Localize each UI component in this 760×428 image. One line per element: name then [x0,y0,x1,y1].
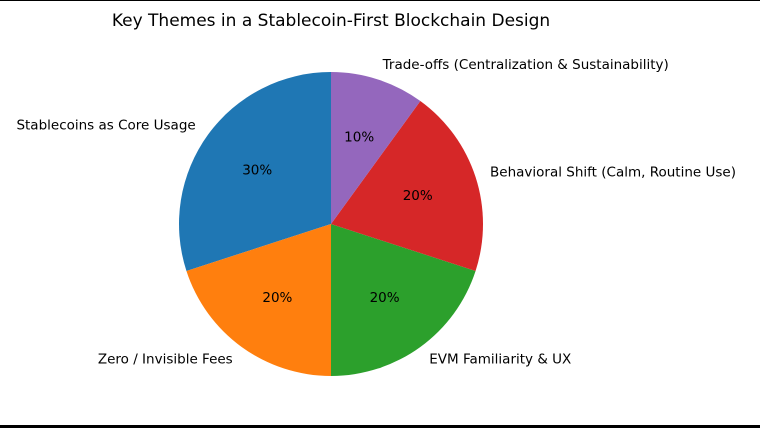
pie-slice-stablecoins-as-core-usage [179,72,331,271]
pie-category-label: EVM Familiarity & UX [429,351,571,367]
pie-percent-label: 20% [403,188,433,204]
pie-category-label: Behavioral Shift (Calm, Routine Use) [490,164,736,180]
chart-title: Key Themes in a Stablecoin-First Blockch… [112,11,550,31]
pie-category-label: Zero / Invisible Fees [98,351,233,367]
pie-percent-labels: 30% 20% 20% 20% 10% [242,129,433,306]
pie-category-labels: Stablecoins as Core Usage Zero / Invisibl… [16,57,736,367]
pie-percent-label: 20% [262,290,292,306]
pie-slice-zero-invisible-fees [186,224,331,376]
pie-slice-trade-offs-centralization-sustainability [331,72,421,224]
pie-percent-label: 30% [242,162,272,178]
pie-category-label: Trade-offs (Centralization & Sustainabil… [382,57,669,73]
pie-slice-behavioral-shift-calm-routine-use [331,101,484,271]
pie-percent-label: 10% [344,129,374,145]
pie-category-label: Stablecoins as Core Usage [16,118,195,134]
pie-slices [179,72,484,376]
pie-slice-evm-familiarity-ux [331,224,476,376]
pie-percent-label: 20% [370,290,400,306]
